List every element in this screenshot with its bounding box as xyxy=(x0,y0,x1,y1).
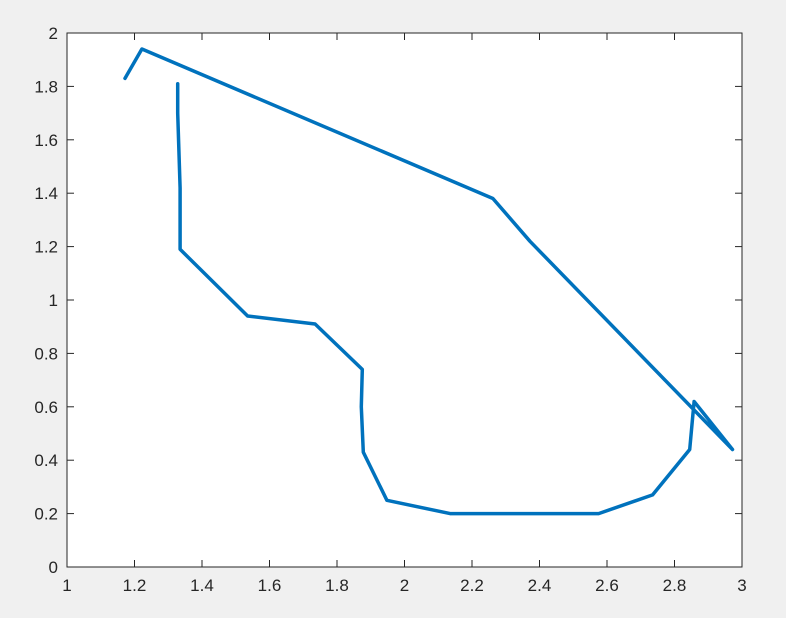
x-tick-label: 2.6 xyxy=(595,576,619,595)
y-tick-label: 1.6 xyxy=(34,131,58,150)
y-tick-label: 1 xyxy=(49,291,58,310)
y-tick-label: 0.8 xyxy=(34,344,58,363)
y-tick-label: 0.6 xyxy=(34,398,58,417)
x-tick-label: 2.8 xyxy=(663,576,687,595)
y-tick-label: 2 xyxy=(49,24,58,43)
x-tick-label: 2.4 xyxy=(528,576,552,595)
y-tick-label: 1.4 xyxy=(34,184,58,203)
x-tick-label: 2 xyxy=(400,576,409,595)
x-tick-label: 1.8 xyxy=(325,576,349,595)
x-tick-label: 3 xyxy=(737,576,746,595)
x-tick-label: 1.2 xyxy=(123,576,147,595)
y-tick-label: 0.4 xyxy=(34,451,58,470)
x-axis-ticks: 1 1.2 1.4 1.6 1.8 2 2.2 2.4 2.6 2.8 3 xyxy=(62,33,747,595)
x-tick-label: 1.4 xyxy=(190,576,214,595)
series-layer xyxy=(123,47,735,516)
x-tick-label: 2.2 xyxy=(460,576,484,595)
y-tick-label: 1.2 xyxy=(34,238,58,257)
x-tick-label: 1.6 xyxy=(258,576,282,595)
x-tick-label: 1 xyxy=(62,576,71,595)
series-line-1 xyxy=(123,47,735,516)
y-tick-label: 0 xyxy=(49,558,58,577)
y-axis-ticks: 0 0.2 0.4 0.6 0.8 1 1.2 1.4 1.6 1.8 2 xyxy=(34,24,742,577)
axes-box xyxy=(66,32,743,568)
y-tick-label: 0.2 xyxy=(34,505,58,524)
y-tick-label: 1.8 xyxy=(34,77,58,96)
